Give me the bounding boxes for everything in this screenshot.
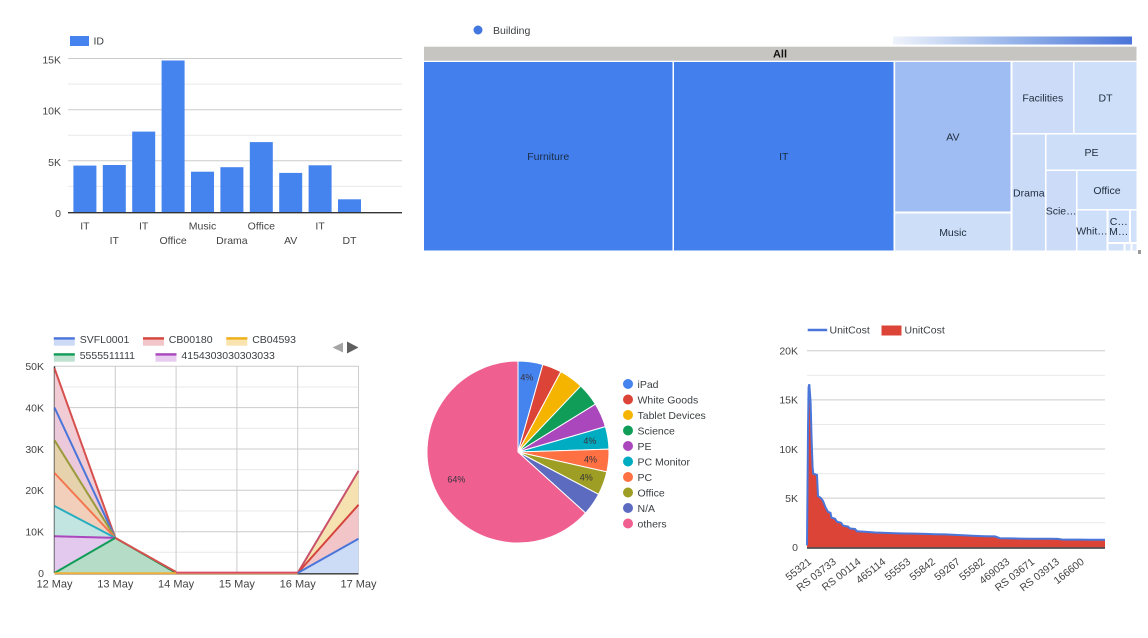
svg-text:55842: 55842 bbox=[907, 556, 938, 584]
svg-text:10K: 10K bbox=[42, 106, 61, 118]
svg-text:Music: Music bbox=[939, 227, 966, 239]
svg-text:Office: Office bbox=[1093, 185, 1120, 197]
svg-text:17 May: 17 May bbox=[340, 579, 377, 591]
svg-text:DT: DT bbox=[343, 235, 358, 247]
svg-text:Drama: Drama bbox=[216, 235, 248, 247]
svg-text:4%: 4% bbox=[580, 473, 593, 483]
svg-text:4154303030303033: 4154303030303033 bbox=[181, 350, 275, 362]
svg-text:Furniture: Furniture bbox=[527, 151, 569, 163]
svg-text:CB04593: CB04593 bbox=[252, 334, 296, 346]
svg-text:C…: C… bbox=[1110, 216, 1128, 228]
svg-text:4%: 4% bbox=[584, 454, 597, 464]
svg-text:CB00180: CB00180 bbox=[169, 334, 213, 346]
svg-text:Office: Office bbox=[638, 487, 665, 499]
svg-text:55553: 55553 bbox=[883, 556, 914, 584]
svg-text:Office: Office bbox=[248, 221, 275, 233]
svg-text:0: 0 bbox=[792, 542, 798, 554]
svg-text:IT: IT bbox=[315, 221, 325, 233]
svg-text:59267: 59267 bbox=[932, 556, 963, 584]
svg-text:10K: 10K bbox=[25, 527, 44, 539]
svg-text:5K: 5K bbox=[785, 493, 798, 505]
svg-text:UnitCost: UnitCost bbox=[830, 325, 870, 337]
svg-text:PE: PE bbox=[1084, 147, 1098, 159]
svg-text:20K: 20K bbox=[779, 346, 798, 358]
svg-text:PE: PE bbox=[638, 441, 652, 453]
svg-text:Science: Science bbox=[638, 425, 676, 437]
svg-text:15K: 15K bbox=[42, 55, 61, 67]
svg-text:Scie…: Scie… bbox=[1046, 206, 1077, 218]
svg-text:4%: 4% bbox=[583, 436, 596, 446]
svg-text:Drama: Drama bbox=[1013, 187, 1045, 199]
svg-text:0: 0 bbox=[55, 208, 61, 220]
svg-text:Facilities: Facilities bbox=[1022, 92, 1063, 104]
svg-text:14 May: 14 May bbox=[158, 579, 195, 591]
svg-text:50K: 50K bbox=[25, 361, 44, 373]
svg-text:Whit…: Whit… bbox=[1076, 225, 1108, 237]
svg-text:IT: IT bbox=[779, 151, 789, 163]
svg-text:Music: Music bbox=[189, 221, 216, 233]
svg-text:PC Monitor: PC Monitor bbox=[638, 456, 691, 468]
svg-text:4%: 4% bbox=[520, 372, 533, 382]
svg-text:White Goods: White Goods bbox=[638, 394, 699, 406]
svg-text:15K: 15K bbox=[779, 395, 798, 407]
svg-text:5555511111: 5555511111 bbox=[80, 350, 135, 362]
svg-text:ID: ID bbox=[94, 36, 105, 48]
svg-text:AV: AV bbox=[946, 132, 959, 144]
svg-text:IT: IT bbox=[110, 235, 120, 247]
svg-text:iPad: iPad bbox=[638, 379, 659, 391]
svg-text:DT: DT bbox=[1099, 92, 1114, 104]
svg-text:IT: IT bbox=[139, 221, 149, 233]
svg-text:N/A: N/A bbox=[638, 503, 656, 515]
svg-text:40K: 40K bbox=[25, 402, 44, 414]
svg-text:10K: 10K bbox=[779, 444, 798, 456]
svg-text:SVFL0001: SVFL0001 bbox=[80, 334, 130, 346]
svg-text:IT: IT bbox=[80, 221, 90, 233]
svg-text:M…: M… bbox=[1109, 226, 1128, 238]
svg-text:64%: 64% bbox=[447, 475, 465, 485]
svg-text:12 May: 12 May bbox=[36, 579, 73, 591]
svg-text:UnitCost: UnitCost bbox=[905, 325, 945, 337]
svg-text:30K: 30K bbox=[25, 444, 44, 456]
svg-text:Building: Building bbox=[493, 25, 531, 37]
svg-text:All: All bbox=[773, 48, 787, 60]
svg-text:13 May: 13 May bbox=[97, 579, 134, 591]
svg-text:16 May: 16 May bbox=[280, 579, 317, 591]
svg-text:Tablet Devices: Tablet Devices bbox=[638, 410, 706, 422]
svg-text:others: others bbox=[638, 518, 667, 530]
svg-text:AV: AV bbox=[284, 235, 297, 247]
svg-text:Office: Office bbox=[159, 235, 186, 247]
svg-text:15 May: 15 May bbox=[219, 579, 256, 591]
svg-text:0: 0 bbox=[38, 568, 44, 580]
svg-text:5K: 5K bbox=[48, 157, 61, 169]
svg-text:PC: PC bbox=[638, 472, 653, 484]
svg-text:20K: 20K bbox=[25, 485, 44, 497]
